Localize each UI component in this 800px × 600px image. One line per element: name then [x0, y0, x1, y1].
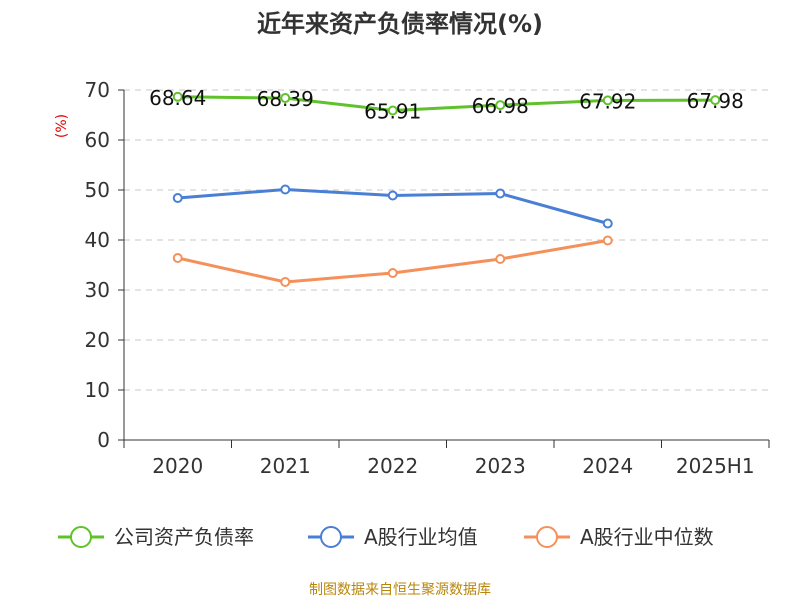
legend-marker [320, 526, 342, 548]
legend-marker [70, 526, 92, 548]
x-tick-label: 2020 [152, 454, 203, 478]
legend-item-0[interactable]: 公司资产负债率 [58, 525, 254, 549]
y-tick-label: 0 [97, 428, 110, 452]
grid-lines [124, 89, 769, 391]
y-tick-label: 50 [85, 178, 110, 202]
y-tick-label: 70 [85, 78, 110, 102]
y-tick-label: 30 [85, 278, 110, 302]
data-point[interactable] [602, 218, 613, 229]
data-point[interactable] [172, 91, 183, 102]
legend-marker [536, 526, 558, 548]
data-point[interactable] [602, 235, 613, 246]
x-tick-label: 2021 [260, 454, 311, 478]
data-point[interactable] [495, 100, 506, 111]
chart-title: 近年来资产负债率情况(%) [257, 10, 543, 38]
data-label: 65.91 [364, 99, 421, 123]
data-label: 67.92 [579, 89, 636, 113]
legend[interactable]: 公司资产负债率 A股行业均值 A股行业中位数 [58, 525, 714, 549]
data-point[interactable] [495, 254, 506, 264]
y-tick-label: 60 [85, 128, 110, 152]
legend-label: 公司资产负债率 [114, 525, 254, 549]
data-point[interactable] [280, 277, 291, 287]
x-tick-label: 2023 [475, 454, 526, 478]
data-point[interactable] [280, 93, 291, 104]
source-note: 制图数据来自恒生聚源数据库 [309, 582, 491, 598]
x-tick-label: 2025H1 [676, 454, 755, 478]
legend-item-2[interactable]: A股行业中位数 [524, 525, 714, 549]
data-point[interactable] [387, 268, 398, 278]
x-tick-label: 2024 [582, 454, 633, 478]
y-axis-unit: (%) [54, 114, 70, 138]
series-line-0 [176, 95, 717, 112]
data-label: 68.64 [149, 86, 206, 110]
data-point[interactable] [602, 95, 613, 106]
legend-item-1[interactable]: A股行业均值 [308, 525, 478, 549]
data-point[interactable] [387, 105, 398, 116]
data-point[interactable] [495, 188, 506, 199]
y-tick-label: 10 [85, 378, 110, 402]
y-tick-label: 20 [85, 328, 110, 352]
axes: 0 10 20 30 40 50 60 70 2020 2021 2022 2023 2024 2025H… [85, 78, 770, 478]
data-point[interactable] [280, 184, 291, 195]
series-group [172, 91, 721, 287]
data-point[interactable] [172, 193, 183, 203]
data-point[interactable] [710, 95, 721, 106]
legend-label: A股行业均值 [364, 525, 478, 549]
data-label: 67.98 [687, 89, 744, 113]
data-label: 66.98 [472, 94, 529, 118]
data-labels: 68.64 68.39 65.91 66.98 67.92 67.98 [149, 86, 744, 124]
x-tick-label: 2022 [367, 454, 418, 478]
data-point[interactable] [172, 253, 183, 263]
legend-label: A股行业中位数 [580, 525, 714, 549]
data-point[interactable] [387, 190, 398, 201]
y-tick-label: 40 [85, 228, 110, 252]
data-label: 68.39 [257, 87, 314, 111]
